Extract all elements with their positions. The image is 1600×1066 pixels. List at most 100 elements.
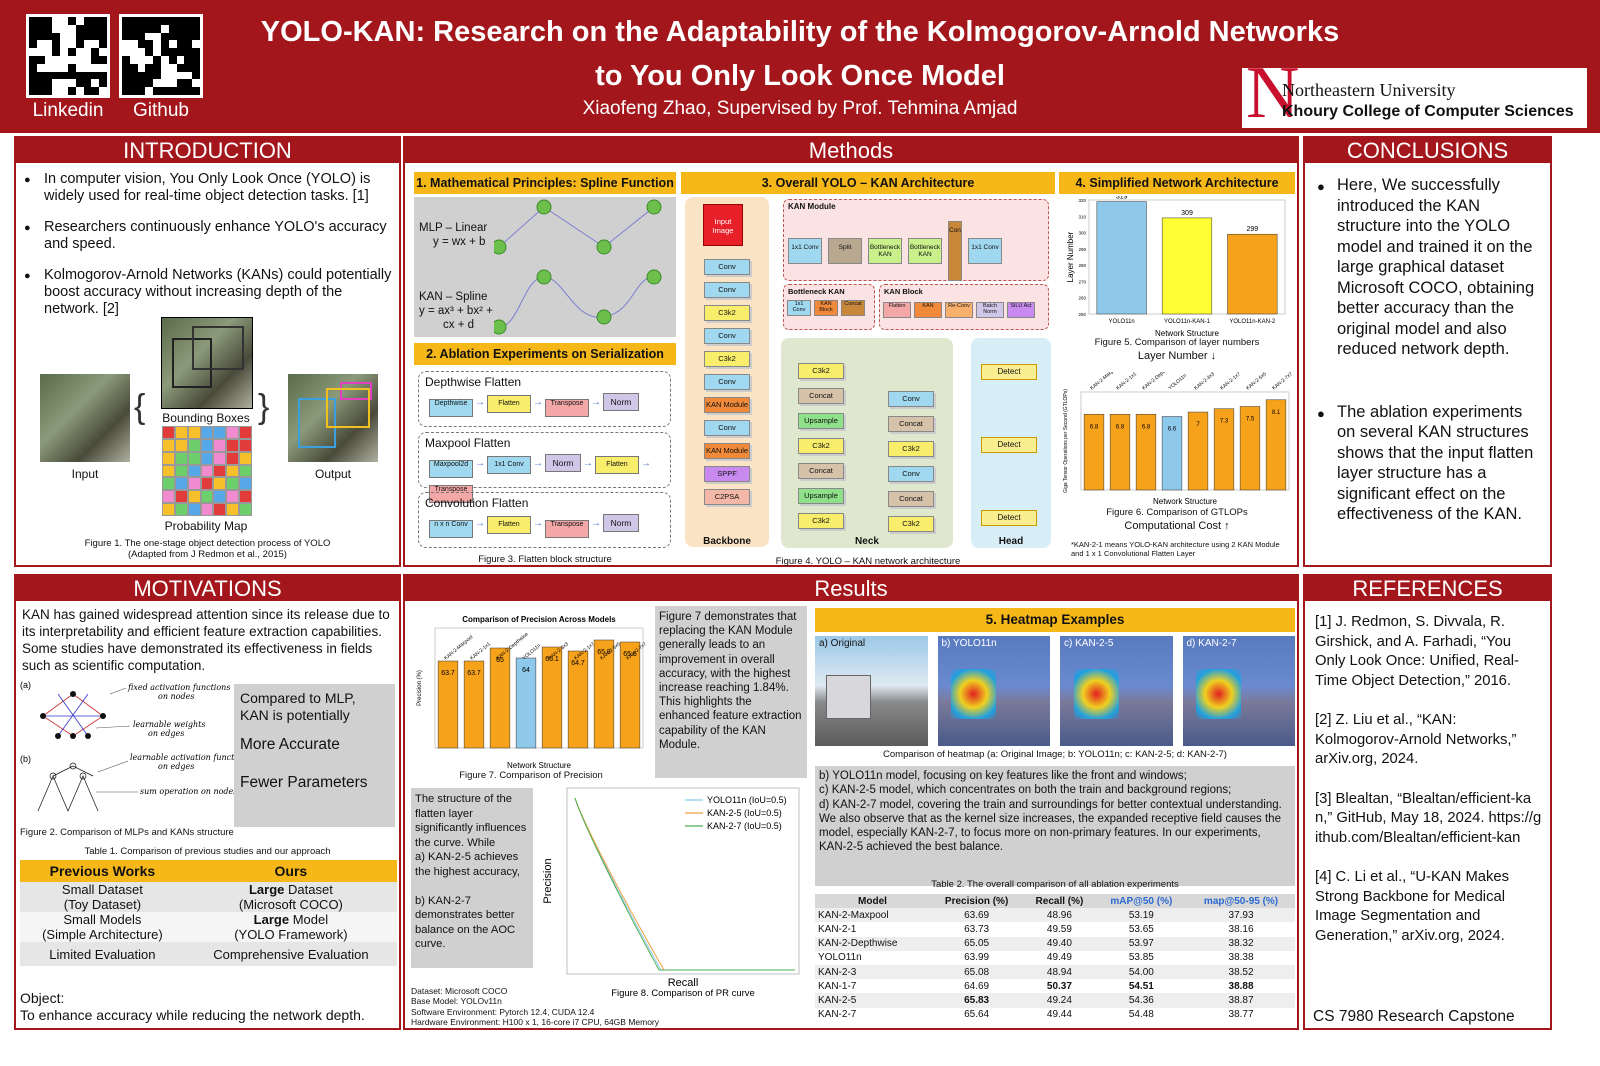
bar-value-label: 65.8 — [597, 649, 611, 656]
kan-module-chip: Split — [828, 238, 862, 264]
heatmap-image: d) KAN-2-7 — [1182, 636, 1295, 746]
plot-frame — [434, 627, 644, 749]
table-cell: 38.32 — [1187, 936, 1295, 951]
maxpool-flatten-label: Maxpool Flatten — [425, 436, 511, 450]
bar — [437, 660, 459, 749]
intro-bullet: Kolmogorov-Arnold Networks (KANs) could … — [16, 267, 393, 318]
table-cell: 53.19 — [1095, 908, 1188, 923]
table-cell: 63.69 — [929, 908, 1024, 923]
university-name: Northeastern University — [1282, 80, 1456, 100]
bar-value-label: 64.7 — [571, 660, 585, 667]
kan-module-chip: 1x1 Conv — [968, 238, 1002, 264]
neck-block: C3k2 — [798, 363, 844, 379]
backbone-block: C3k2 — [704, 351, 750, 367]
chart-title: Comparison of Precision Across Models — [462, 615, 616, 624]
arrow-icon: → — [475, 458, 485, 469]
y-tick-label: 270 — [1078, 279, 1086, 284]
table-row: KAN-2-Maxpool 63.69 48.96 53.19 37.93 — [815, 908, 1295, 923]
table-row: KAN-2-5 65.83 49.24 54.36 38.87 — [815, 993, 1295, 1008]
arrow-icon: → — [533, 458, 543, 469]
output-label: Output — [314, 467, 352, 481]
neck-block: C3k2 — [798, 438, 844, 454]
table-row: KAN-2-1 63.73 49.59 53.65 38.16 — [815, 922, 1295, 936]
backbone-label: Backbone — [703, 536, 751, 547]
table-header: Recall (%) — [1023, 894, 1096, 909]
computational-cost-note: Computational Cost ↑ — [1124, 520, 1230, 532]
table-cell: 38.77 — [1228, 1009, 1254, 1021]
x-axis-label: Recall — [668, 977, 699, 989]
introduction-panel: INTRODUCTION In computer vision, You Onl… — [14, 136, 401, 567]
table-header: Ours — [274, 863, 308, 879]
spline-diagram — [494, 199, 662, 335]
svg-text:on nodes: on nodes — [158, 692, 194, 701]
bar — [489, 647, 511, 749]
flatten-step-chip: Norm — [545, 454, 581, 472]
heatmap-label: b) YOLO11n — [941, 638, 997, 649]
comparison-table: Previous Works Ours Small Dataset (Toy Dat… — [20, 860, 397, 966]
flatten-step-chip: Transpose — [545, 399, 589, 417]
bar-value-label: 7 — [1196, 422, 1200, 428]
heatmap-section-title: 5. Heatmap Examples — [815, 608, 1295, 632]
table-cell: 65.64 — [964, 1009, 990, 1021]
table-cell: 64.69 — [964, 980, 990, 992]
bar — [619, 641, 641, 749]
depthwise-flatten-label: Depthwise Flatten — [425, 375, 522, 389]
ablation-table: Model Precision (%) Recall (%) mAP@50 (%) ma… — [815, 894, 1295, 1022]
table-cell: 65.05 — [929, 936, 1024, 951]
fewer-parameters-label: Fewer Parameters — [240, 774, 368, 791]
y-tick-label: 320 — [1078, 198, 1086, 203]
flatten-step-chip: Flatten — [595, 456, 639, 474]
bar-value-label: 63.7 — [467, 670, 481, 677]
arrow-icon: → — [583, 458, 593, 469]
bar — [1213, 408, 1235, 491]
heatmap-image: a) Original — [815, 636, 928, 746]
bounding-boxes-image — [161, 317, 253, 409]
pr-series-line — [574, 797, 795, 971]
compare-line: KAN is potentially — [240, 707, 350, 723]
bottleneck-kan-box: Bottleneck KAN 1x1 Conv KAN Block Concat — [783, 284, 875, 330]
college-name: Khoury College of Computer Sciences — [1282, 103, 1574, 120]
neck-block: Conv — [888, 466, 934, 482]
bar-value-label: 8.1 — [1272, 410, 1281, 416]
figure7-caption: Figure 7. Comparison of Precision — [459, 770, 603, 781]
table-cell: 53.97 — [1095, 936, 1188, 951]
bar-value-label: 64 — [522, 667, 530, 674]
kan-module-chip: 1x1 Conv — [788, 238, 822, 264]
detect-block: Detect — [981, 510, 1037, 526]
bar-value-label: 63.7 — [441, 670, 455, 677]
university-logo: N Northeastern University Khoury College… — [1242, 56, 1587, 130]
neck-block: Upsample — [798, 413, 844, 429]
category-label: YOLO11n — [1167, 373, 1188, 392]
flatten-step-chip: Flatten — [487, 516, 531, 534]
table-row: KAN-2-7 65.64 49.44 54.48 38.77 — [815, 1008, 1295, 1022]
github-qr-icon[interactable] — [119, 14, 203, 98]
backbone-block: C3k2 — [704, 305, 750, 321]
legend-label: KAN-2-7 (IoU=0.5) — [707, 821, 782, 831]
conclusions-panel: CONCLUSIONS Here, We successfully introd… — [1303, 136, 1552, 567]
figure2-caption: Figure 2. Comparison of MLPs and KANs st… — [20, 827, 234, 838]
bar — [1187, 411, 1209, 491]
motivation-text: KAN has gained widespread attention sinc… — [22, 607, 390, 673]
references-panel: REFERENCES [1] J. Redmon, S. Divvala, R.… — [1303, 574, 1552, 1030]
table-header: Precision (%) — [929, 894, 1024, 909]
flatten-step-chip: n x n Conv — [429, 520, 473, 538]
arrow-icon: → — [591, 518, 601, 529]
table-cell: 50.37 — [1046, 980, 1072, 992]
linkedin-qr-icon[interactable] — [26, 14, 110, 98]
category-label: YOLO11n-KAN-2 — [1229, 319, 1276, 325]
table-cell: 63.73 — [964, 923, 990, 935]
input-image — [40, 374, 130, 462]
backbone-block: Conv — [704, 259, 750, 275]
results-panel: Results Comparison of Precision Across M… — [403, 574, 1299, 1030]
heatmap-caption: Comparison of heatmap (a: Original Image… — [883, 749, 1227, 760]
kan-module-label: KAN Module — [788, 202, 836, 211]
kan-block-chip: Batch Norm — [976, 302, 1004, 318]
train-shape — [826, 674, 872, 719]
table-cell: KAN-2-Depthwise — [815, 936, 930, 951]
kan-formula: KAN – Spline y = ax³ + bx² + cx + d — [419, 291, 493, 331]
kan-module-chip: Bottleneck KAN — [868, 238, 902, 264]
table-cell: KAN-2-5 — [815, 993, 930, 1008]
category-label: YOLO11n-KAN-1 — [1164, 319, 1211, 325]
arrow-icon: → — [641, 458, 651, 469]
convolution-flatten-label: Convolution Flatten — [425, 496, 529, 510]
